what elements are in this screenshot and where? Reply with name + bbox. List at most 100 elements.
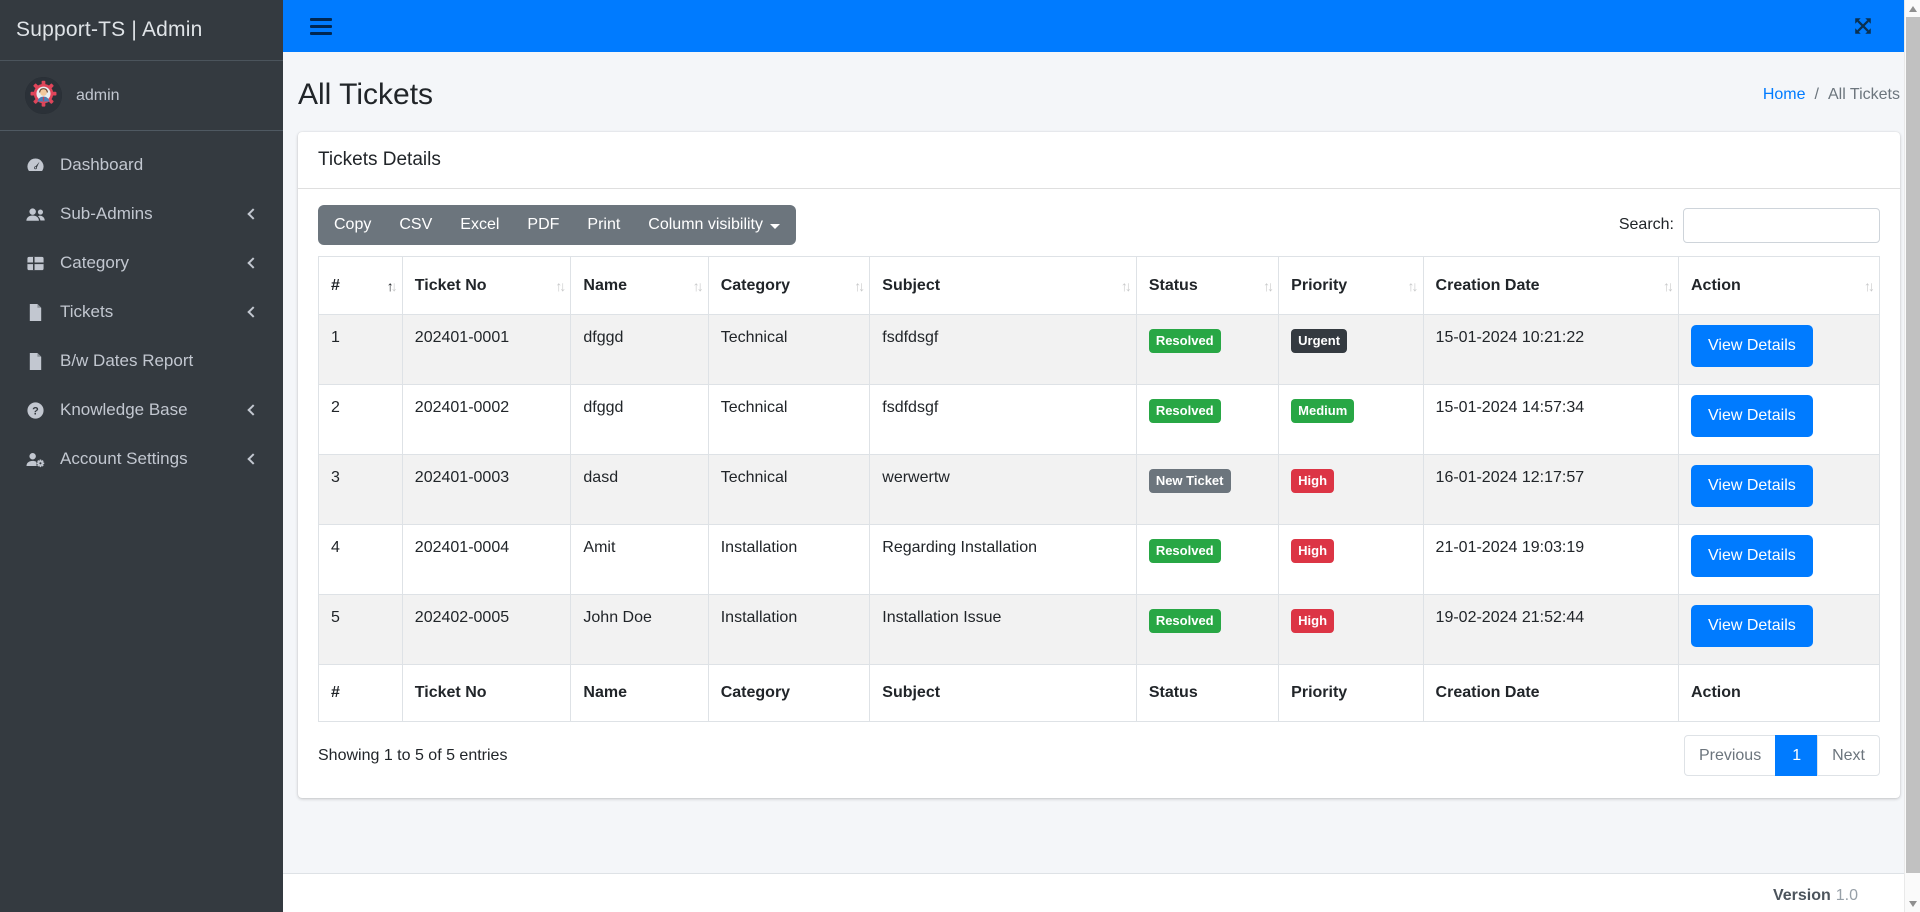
print-button[interactable]: Print: [573, 205, 635, 245]
view-details-button[interactable]: View Details: [1691, 465, 1813, 507]
column-header-index[interactable]: # ↑↓: [318, 256, 403, 315]
column-header-ticket-no[interactable]: Ticket No ↑↓: [401, 256, 572, 315]
chevron-left-icon: [247, 208, 259, 220]
cell-index: 5: [318, 594, 403, 665]
breadcrumb-home-link[interactable]: Home: [1762, 86, 1806, 103]
column-header-category[interactable]: Category ↑↓: [707, 256, 871, 315]
column-header-action[interactable]: Action ↑↓: [1678, 256, 1880, 315]
column-header-priority[interactable]: Priority ↑↓: [1278, 256, 1424, 315]
scroll-up-icon: [1908, 5, 1917, 12]
priority-badge: High: [1291, 539, 1335, 563]
cell-name: Amit: [570, 524, 709, 595]
footer-column-priority: Priority: [1278, 664, 1424, 722]
pagination-previous[interactable]: Previous: [1683, 735, 1777, 777]
cell-ticket-no: 202401-0003: [401, 454, 572, 525]
brand-link[interactable]: Support-TS | Admin: [0, 0, 283, 61]
view-details-button[interactable]: View Details: [1691, 325, 1813, 367]
sort-icon: ↑↓: [1663, 277, 1674, 294]
cell-name: John Doe: [570, 594, 709, 665]
view-details-button[interactable]: View Details: [1691, 605, 1813, 647]
sidebar-item-sub-admins[interactable]: Sub-Admins: [8, 192, 275, 236]
question-circle-icon: ?: [20, 401, 50, 420]
pagination: Previous 1 Next: [1683, 735, 1880, 777]
chevron-left-icon: [247, 453, 259, 465]
view-details-button[interactable]: View Details: [1691, 395, 1813, 437]
pagination-page-1[interactable]: 1: [1775, 735, 1819, 777]
footer-column-creation-date: Creation Date: [1422, 664, 1680, 722]
content-area: All Tickets Home / All Tickets Tickets D…: [283, 52, 1920, 873]
scroll-down-icon: [1908, 900, 1917, 907]
sidebar-item-knowledge-base[interactable]: ? Knowledge Base: [8, 388, 275, 432]
menu-toggle-icon[interactable]: [310, 14, 332, 39]
table-footer: Showing 1 to 5 of 5 entries Previous 1 N…: [318, 735, 1880, 777]
cell-subject: fsdfdsgf: [869, 384, 1137, 455]
file-icon: [20, 352, 50, 371]
column-header-name[interactable]: Name ↑↓: [570, 256, 709, 315]
tickets-card: Tickets Details Copy CSV Excel PDF Print…: [298, 132, 1900, 799]
file-icon: [20, 303, 50, 322]
status-badge: Resolved: [1148, 399, 1221, 423]
breadcrumb-separator: /: [1814, 86, 1819, 103]
column-header-status[interactable]: Status ↑↓: [1135, 256, 1280, 315]
sort-icon: ↑↓: [555, 277, 566, 294]
sort-icon: ↑↓: [386, 277, 398, 294]
cell-category: Technical: [707, 384, 871, 455]
sort-icon: ↑↓: [1120, 277, 1132, 294]
page-title: All Tickets: [298, 78, 434, 111]
pdf-button[interactable]: PDF: [513, 205, 574, 245]
table-header-row: # ↑↓ Ticket No ↑↓ Name ↑↓ Category ↑↓ Subjec…: [318, 256, 1880, 315]
sidebar-item-label: Sub-Admins: [60, 204, 153, 223]
cell-creation-date: 21-01-2024 19:03:19: [1422, 524, 1680, 595]
sidebar-item-tickets[interactable]: Tickets: [8, 290, 275, 334]
priority-badge: Urgent: [1291, 329, 1348, 353]
cell-subject: fsdfdsgf: [869, 314, 1137, 385]
chevron-left-icon: [247, 404, 259, 416]
footer-column-status: Status: [1135, 664, 1280, 722]
cell-subject: Installation Issue: [869, 594, 1137, 665]
cell-index: 2: [318, 384, 403, 455]
csv-button[interactable]: CSV: [385, 205, 447, 245]
cell-creation-date: 15-01-2024 14:57:34: [1422, 384, 1680, 455]
cell-name: dfggd: [570, 314, 709, 385]
sort-icon: ↑↓: [1864, 277, 1875, 294]
column-visibility-button[interactable]: Column visibility: [634, 205, 796, 245]
footer-column-name: Name: [570, 664, 709, 722]
sidebar-item-label: Knowledge Base: [60, 400, 188, 419]
pagination-next[interactable]: Next: [1817, 735, 1880, 777]
copy-button[interactable]: Copy: [318, 205, 386, 245]
sidebar-item-label: Tickets: [60, 302, 114, 321]
cell-name: dasd: [570, 454, 709, 525]
search-input[interactable]: [1683, 207, 1880, 243]
sidebar-item-label: B/w Dates Report: [60, 351, 194, 370]
sidebar-item-label: Category: [60, 253, 129, 272]
search-label: Search:: [1618, 216, 1674, 233]
footer-column-ticket-no: Ticket No: [401, 664, 572, 722]
column-header-creation-date[interactable]: Creation Date ↑↓: [1422, 256, 1680, 315]
sidebar-item-label: Account Settings: [60, 449, 188, 468]
breadcrumb-current: All Tickets: [1827, 86, 1900, 103]
excel-button[interactable]: Excel: [446, 205, 514, 245]
footer-column-index: #: [318, 664, 403, 722]
user-panel: admin: [0, 61, 283, 131]
table-footer-row: # Ticket No Name Category Subject Status…: [318, 664, 1880, 722]
fullscreen-icon[interactable]: [1852, 15, 1874, 37]
scrollbar-thumb[interactable]: [1906, 17, 1920, 873]
cell-category: Installation: [707, 594, 871, 665]
cell-subject: werwertw: [869, 454, 1137, 525]
sidebar-item-bw-dates-report[interactable]: B/w Dates Report: [8, 339, 275, 383]
vertical-scrollbar[interactable]: [1904, 0, 1920, 912]
status-badge: New Ticket: [1148, 469, 1231, 493]
sort-icon: ↑↓: [1263, 277, 1274, 294]
sidebar-item-account-settings[interactable]: Account Settings: [8, 437, 275, 481]
scrollbar-down-button[interactable]: [1905, 895, 1920, 912]
user-name[interactable]: admin: [76, 86, 120, 104]
sidebar-item-category[interactable]: Category: [8, 241, 275, 285]
column-header-subject[interactable]: Subject ↑↓: [869, 256, 1137, 315]
view-details-button[interactable]: View Details: [1691, 535, 1813, 577]
footer-column-category: Category: [707, 664, 871, 722]
sidebar-item-dashboard[interactable]: Dashboard: [8, 143, 275, 187]
page-footer: Version 1.0: [283, 873, 1920, 912]
cell-category: Technical: [707, 454, 871, 525]
brand-text: Support-TS | Admin: [16, 18, 203, 41]
scrollbar-up-button[interactable]: [1905, 0, 1920, 17]
